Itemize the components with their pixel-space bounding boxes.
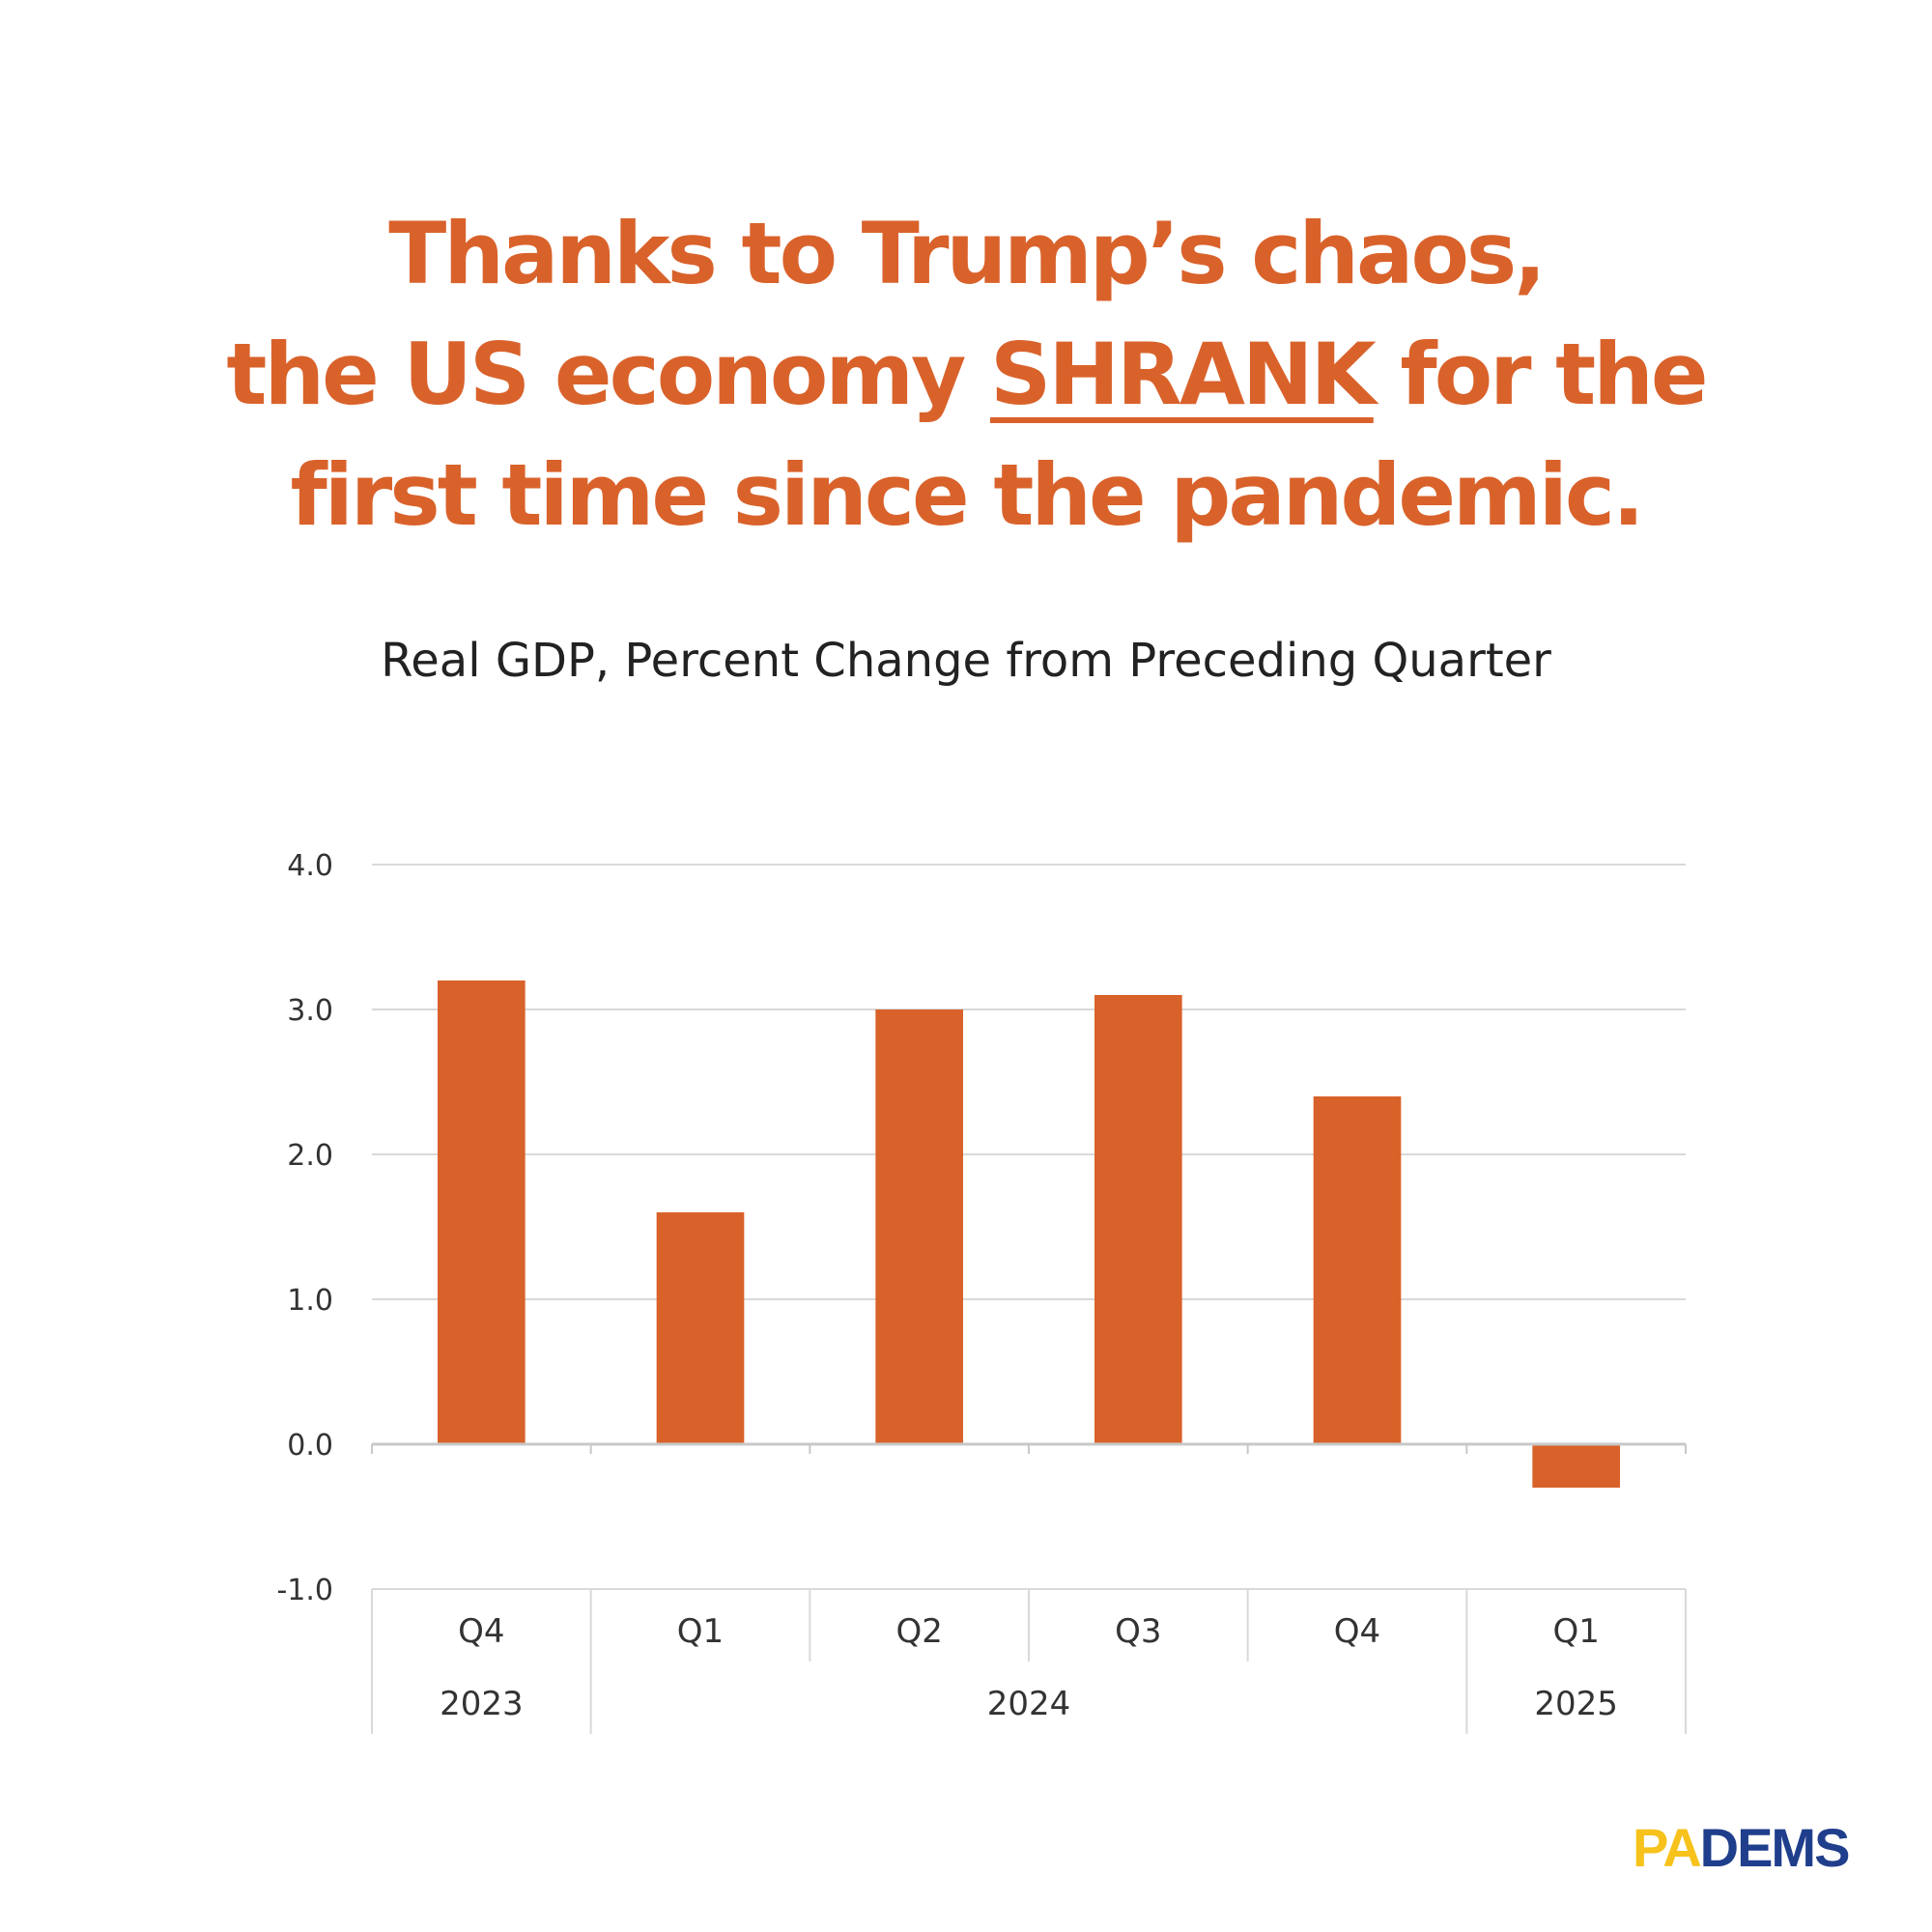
headline-line-2-end: for the (1373, 325, 1708, 424)
y-tick-label: 0.0 (287, 1429, 333, 1463)
logo-pa: PA (1633, 1817, 1702, 1878)
bar (438, 980, 526, 1444)
x-category-label: Q4 (1334, 1612, 1380, 1651)
padems-logo: PADEMS (1633, 1816, 1851, 1879)
x-year-label: 2025 (1534, 1685, 1618, 1723)
y-tick-label: 2.0 (287, 1139, 333, 1173)
bars (438, 980, 1620, 1488)
chart-title: Real GDP, Percent Change from Preceding … (381, 634, 1551, 688)
headline-line-3: first time since the pandemic. (290, 445, 1644, 545)
y-tick-label: -1.0 (276, 1574, 333, 1607)
x-year-label: 2024 (987, 1685, 1071, 1723)
x-category-label: Q1 (1552, 1612, 1599, 1651)
headline: Thanks to Trump’s chaos, the US economy … (0, 193, 1932, 555)
gridlines (372, 864, 1686, 1300)
bar (1094, 995, 1182, 1444)
y-tick-label: 3.0 (287, 994, 333, 1028)
y-axis-ticks: 4.0 3.0 2.0 1.0 0.0 -1.0 (276, 849, 333, 1607)
headline-line-2-start: the US economy (226, 325, 991, 424)
gdp-bar-chart: Real GDP, Percent Change from Preceding … (276, 634, 1687, 1734)
bar (656, 1212, 745, 1444)
bar (1313, 1096, 1402, 1444)
headline-line-1: Thanks to Trump’s chaos, (388, 204, 1546, 303)
headline-emphasis: SHRANK (990, 325, 1377, 424)
bar (1532, 1444, 1620, 1488)
x-category-label: Q4 (458, 1612, 504, 1651)
x-category-label: Q1 (677, 1612, 724, 1651)
x-category-label: Q2 (895, 1612, 942, 1651)
bar (875, 1009, 963, 1444)
x-category-label: Q3 (1115, 1612, 1161, 1651)
y-tick-label: 1.0 (287, 1284, 333, 1318)
x-axis: Q4 Q1 Q2 Q3 Q4 Q1 2023 2024 2025 (371, 1442, 1687, 1734)
x-year-label: 2023 (440, 1685, 524, 1723)
y-tick-label: 4.0 (287, 849, 333, 883)
logo-dems: DEMS (1699, 1817, 1851, 1878)
